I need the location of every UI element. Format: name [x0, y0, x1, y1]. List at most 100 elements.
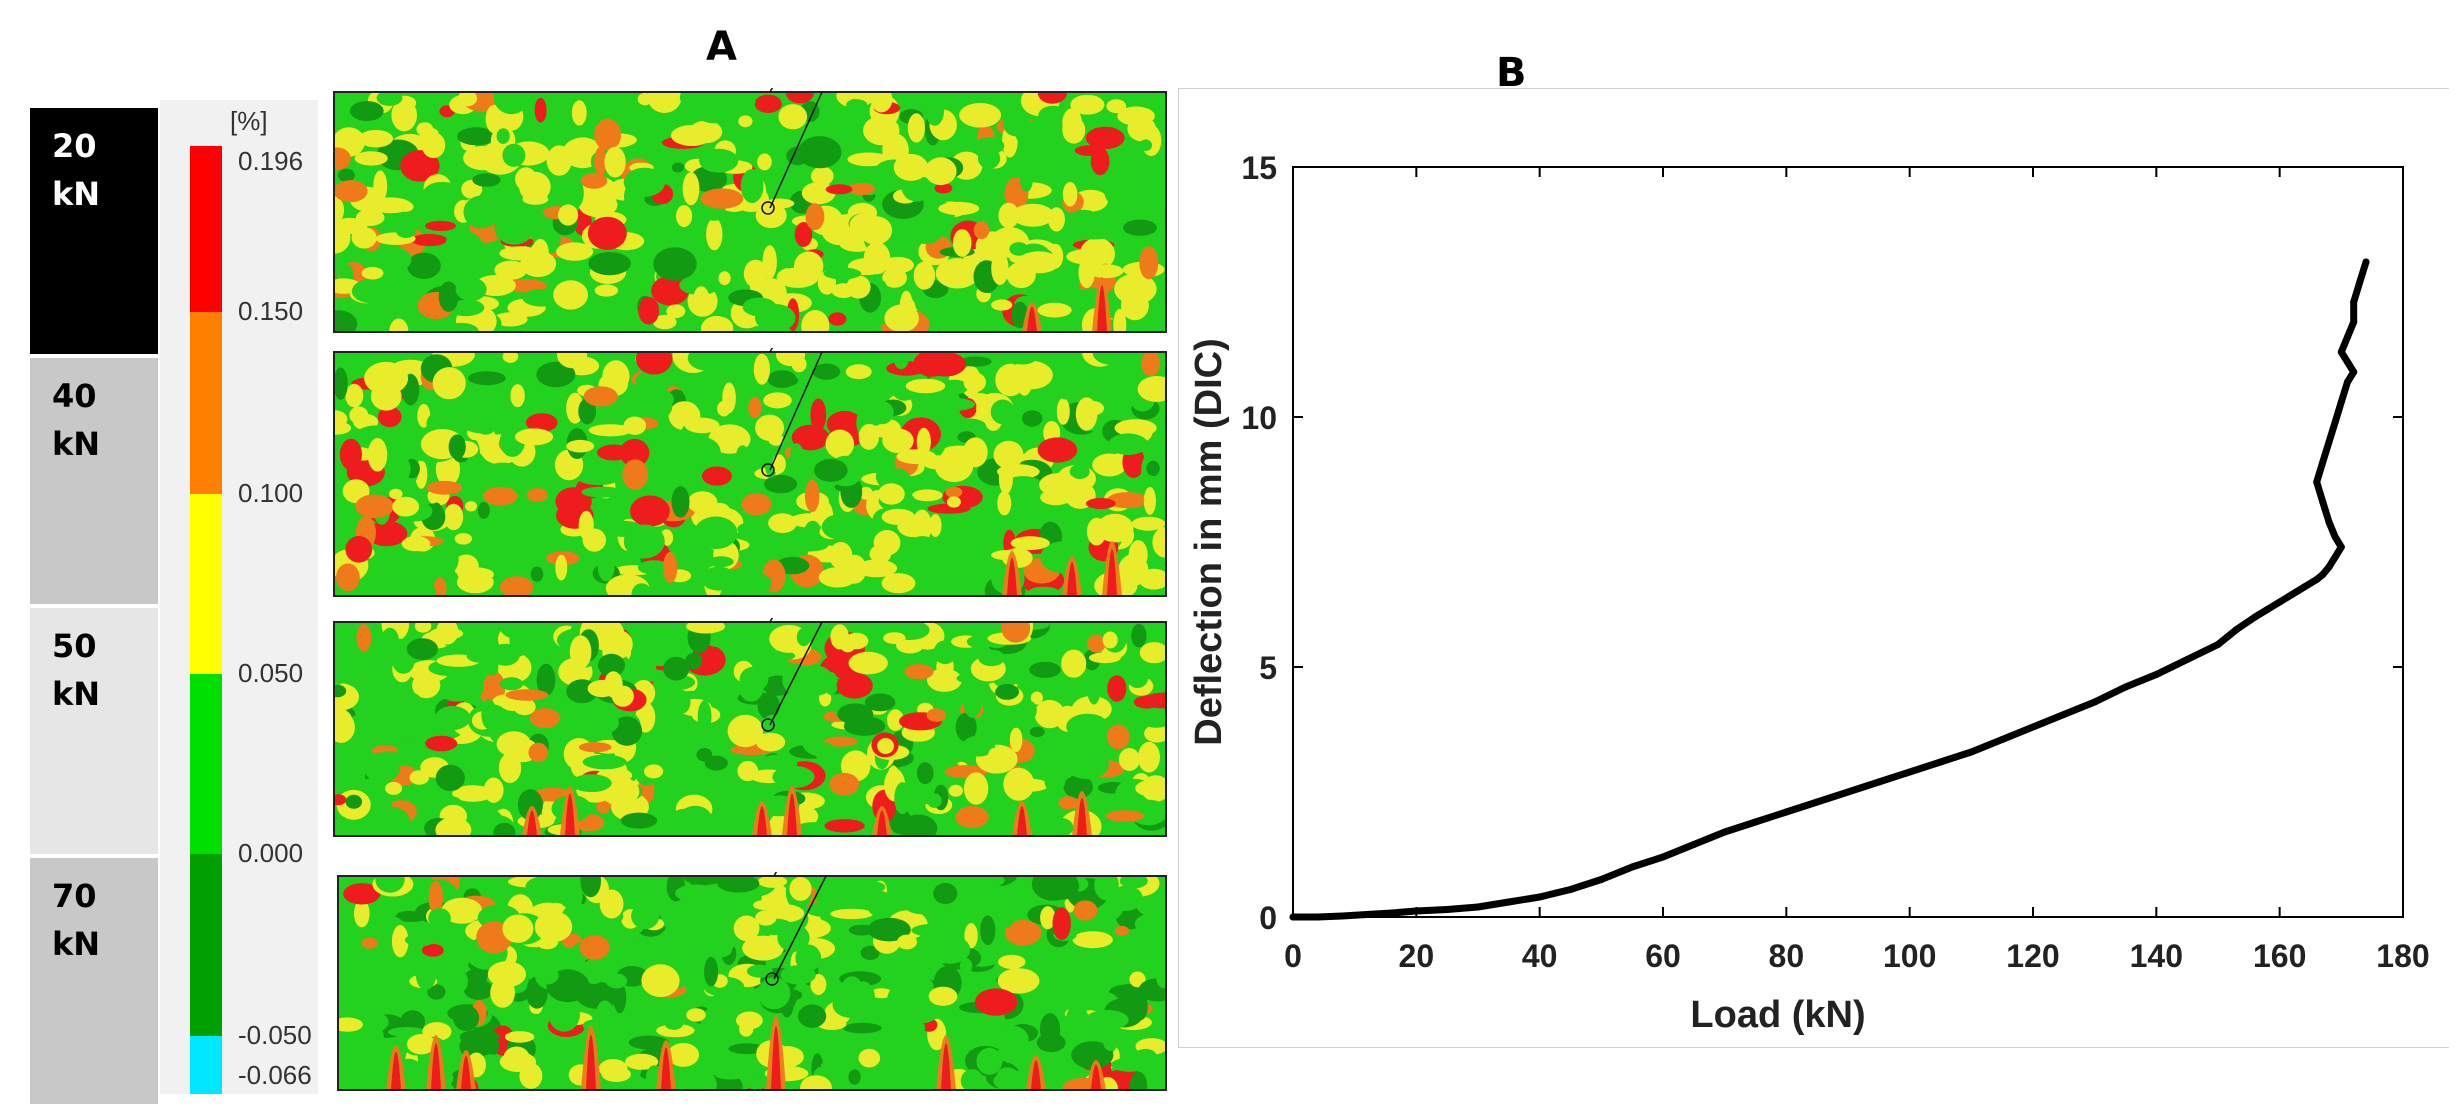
load-value: 40: [52, 377, 97, 415]
data-point: [2344, 378, 2351, 386]
data-point: [2122, 683, 2129, 691]
data-point: [2337, 543, 2345, 551]
load-label-box: 40 kN: [30, 358, 158, 604]
strain-map: [333, 618, 1167, 837]
scale-label: 0.050: [238, 658, 304, 688]
x-tick-label: 160: [2253, 938, 2306, 974]
load-unit: kN: [52, 425, 101, 463]
load-unit: kN: [52, 925, 101, 963]
data-point: [2319, 571, 2327, 578]
scale-label: 0.100: [238, 478, 304, 508]
x-tick-label: 120: [2006, 938, 2059, 974]
load-label-box: 70 kN: [30, 858, 158, 1104]
data-point: [1536, 893, 1544, 901]
data-point: [2350, 298, 2358, 306]
scale-label: 0.150: [238, 296, 304, 326]
data-point: [1813, 798, 1821, 806]
data-point: [1844, 788, 1852, 796]
data-point: [2350, 318, 2358, 326]
data-point: [1937, 758, 1944, 766]
scale-segment-red: [190, 146, 222, 312]
scale-label: -0.050: [238, 1020, 312, 1050]
data-point: [2350, 368, 2358, 376]
data-point: [2344, 333, 2351, 341]
load-value: 70: [52, 877, 97, 915]
data-point: [2331, 533, 2339, 541]
data-point: [2233, 626, 2240, 633]
x-tick-label: 60: [1645, 938, 1681, 974]
data-point: [1505, 898, 1513, 906]
data-point: [2319, 498, 2327, 506]
load-label-box: 50 kN: [30, 608, 158, 854]
scale-unit: [%]: [230, 106, 268, 136]
data-point: [1906, 768, 1914, 776]
strain-color-scale: [%] 0.196 0.150 0.100 0.050 0.000 -0.050…: [160, 100, 318, 1094]
data-point: [1967, 748, 1975, 756]
data-point: [1474, 903, 1482, 911]
x-tick-label: 140: [2130, 938, 2183, 974]
data-point: [2313, 576, 2321, 583]
data-point: [2362, 258, 2370, 266]
scale-label: 0.000: [238, 838, 304, 868]
y-tick-label: 10: [1241, 400, 1277, 436]
data-point: [1363, 911, 1371, 918]
data-point: [2029, 723, 2037, 731]
strain-field-40kN: [332, 348, 1168, 600]
data-point: [1567, 886, 1574, 893]
data-point: [2319, 458, 2327, 466]
data-point: [1338, 912, 1346, 920]
scale-segment-green: [190, 674, 222, 854]
load-unit: kN: [52, 675, 101, 713]
y-tick-label: 0: [1259, 900, 1277, 936]
data-point: [2325, 438, 2333, 446]
data-point: [1690, 841, 1698, 848]
data-point: [2313, 478, 2321, 486]
data-point: [2331, 418, 2339, 426]
panel-a-letter: A: [706, 24, 737, 70]
data-point: [2183, 656, 2191, 663]
data-point: [1721, 828, 1729, 836]
scale-segment-orange: [190, 312, 222, 494]
x-tick-label: 100: [1883, 938, 1936, 974]
x-tick-label: 180: [2376, 938, 2429, 974]
strain-field-50kN: [332, 618, 1168, 840]
data-point: [1597, 876, 1605, 883]
data-point: [2300, 583, 2308, 591]
scale-segment-dark-green: [190, 854, 222, 1036]
x-axis-label: Load (kN): [1690, 994, 1865, 1036]
data-point: [2060, 711, 2068, 718]
y-tick-label: 5: [1259, 650, 1277, 686]
data-point: [2091, 698, 2099, 706]
data-point: [2251, 613, 2259, 621]
data-point: [2152, 671, 2160, 678]
data-point: [2325, 518, 2333, 526]
strain-field-20kN: [332, 88, 1168, 336]
data-point: [2214, 641, 2222, 648]
load-unit: kN: [52, 175, 101, 213]
strain-map: [333, 88, 1167, 333]
y-tick-label: 15: [1241, 150, 1277, 186]
data-point: [1314, 913, 1322, 921]
data-point: [1782, 808, 1790, 816]
scale-label: -0.066: [238, 1060, 312, 1090]
strain-field-70kN: [336, 872, 1168, 1094]
deflection-chart-panel: 0 20 40 60 80 100 120 140 160 180 0 5 10 15 Load (kN) D…: [1178, 88, 2449, 1048]
data-point: [2276, 598, 2284, 606]
data-point: [1628, 863, 1636, 871]
data-point: [1388, 909, 1396, 917]
data-point: [2263, 606, 2271, 613]
data-point: [1752, 818, 1759, 826]
data-point: [1412, 907, 1420, 915]
data-point: [1289, 913, 1297, 921]
series-line: [1289, 258, 2370, 921]
data-point: [2337, 348, 2345, 356]
data-point: [2356, 278, 2364, 286]
load-value: 50: [52, 627, 97, 665]
data-point: [1659, 853, 1667, 861]
y-axis-label: Deflection in mm (DIC): [1188, 338, 1230, 745]
x-tick-label: 20: [1399, 938, 1435, 974]
plot-frame: [1292, 166, 2404, 918]
scale-segment-yellow: [190, 494, 222, 674]
strain-map: [337, 872, 1167, 1091]
load-label-box: 20 kN: [30, 108, 158, 354]
